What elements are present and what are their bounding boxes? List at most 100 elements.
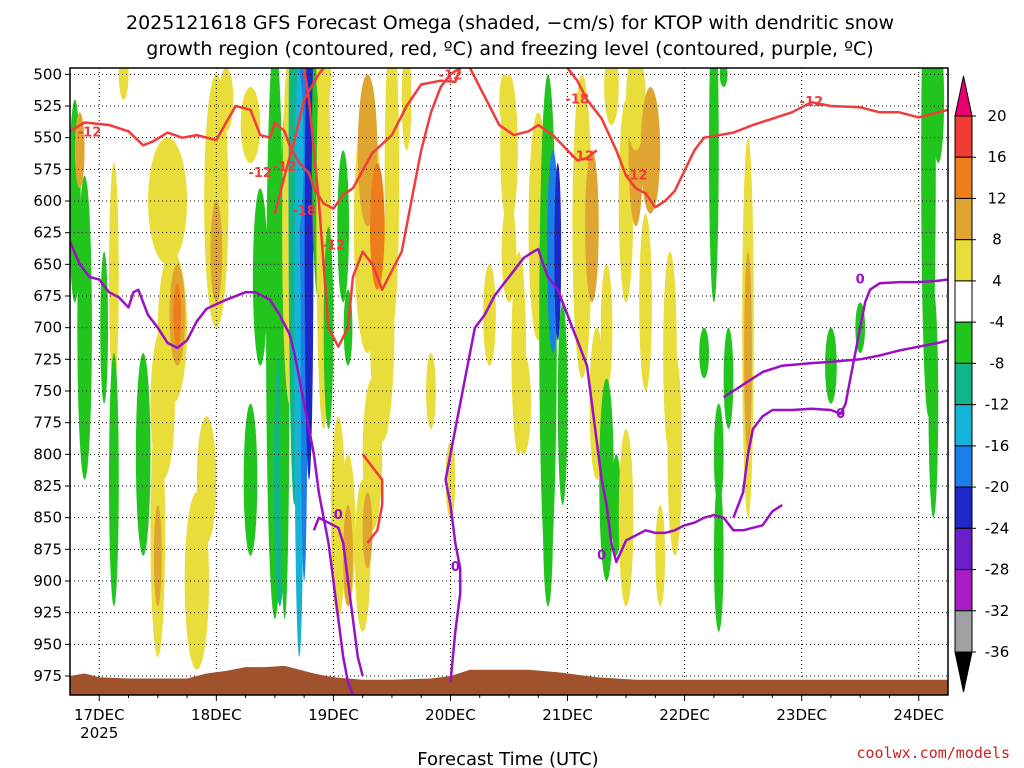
omega-shade [153, 505, 162, 607]
colorbar-label: 12 [987, 189, 1006, 207]
y-tick-label: 775 [33, 414, 62, 432]
y-tick-label: 500 [33, 65, 62, 83]
omega-shade [723, 327, 734, 430]
colorbar-swatch [954, 404, 973, 447]
contour-label-dendritic: -12 [624, 169, 648, 184]
omega-shade [240, 87, 261, 163]
contour-dendritic-line [302, 68, 461, 348]
chart-title-line-1: 2025121618 GFS Forecast Omega (shaded, −… [126, 12, 894, 34]
y-tick-label: 550 [33, 129, 62, 147]
omega-shade [639, 213, 652, 391]
colorbar-label: -4 [990, 313, 1005, 331]
colorbar-swatch [954, 280, 973, 323]
omega-shade [337, 150, 350, 303]
omega-shade [109, 163, 119, 391]
omega-shade [173, 283, 182, 347]
contour-label-dendritic: -12 [78, 126, 102, 141]
colorbar-swatch [954, 321, 973, 364]
contour-label-dendritic: -12 [570, 150, 594, 165]
omega-shade [699, 327, 709, 379]
y-tick-label: 750 [33, 382, 62, 400]
omega-shade [626, 68, 646, 151]
y-tick-label: 600 [33, 192, 62, 210]
contour-label-dendritic: -12 [248, 166, 272, 181]
terrain [70, 665, 948, 695]
omega-shade [109, 353, 119, 607]
contour-dendritic-line [273, 68, 325, 215]
omega-shade [585, 150, 599, 303]
y-tick-label: 675 [33, 287, 62, 305]
x-tick-label: 21DEC [542, 706, 593, 724]
omega-shade [369, 163, 385, 290]
y-tick-label: 625 [33, 224, 62, 242]
omega-shade [604, 68, 619, 125]
omega-shade [928, 289, 939, 518]
omega-shade [210, 201, 223, 303]
omega-shade [77, 175, 92, 480]
x-tick-label: 22DEC [659, 706, 710, 724]
x-tick-label: 23DEC [776, 706, 827, 724]
contour-label-dendritic: -12 [322, 238, 346, 253]
colorbar-swatch [954, 569, 973, 612]
omega-shade [744, 251, 752, 455]
colorbar-swatch [954, 115, 973, 158]
y-tick-label: 900 [33, 572, 62, 590]
y-tick-label: 525 [33, 97, 62, 115]
omega-shade [572, 74, 592, 379]
colorbar-swatch [954, 362, 973, 406]
colorbar-swatch [954, 156, 973, 199]
omega-shade [150, 327, 175, 480]
x-tick-label: 20DEC [425, 706, 476, 724]
contour-dendritic-line [566, 68, 948, 209]
omega-shade [825, 327, 837, 404]
contour-freezing-line [70, 241, 355, 695]
x-axis-label: Forecast Time (UTC) [417, 749, 598, 768]
omega-shade [118, 68, 129, 100]
contour-label-freezing: 0 [836, 407, 845, 422]
y-tick-label: 975 [33, 667, 62, 685]
colorbar-label: -8 [990, 354, 1005, 372]
colorbar-top-arrow [954, 75, 973, 117]
colorbar-label: 4 [992, 272, 1002, 290]
x-tick-label: 24DEC [893, 706, 944, 724]
y-tick-label: 575 [33, 160, 62, 178]
y-axis: 500 525 550 575 600 625 650 675 700 725 750 775 800 8… [33, 65, 70, 685]
y-tick-label: 850 [33, 509, 62, 527]
chart-title-line-2: growth region (contoured, red, ºC) and f… [146, 38, 873, 60]
omega-shade [501, 201, 517, 303]
contour-freezing-line [722, 339, 948, 399]
contour-label-dendritic: -18 [566, 93, 590, 108]
contour-dendritic-line [361, 453, 384, 544]
y-tick-label: 950 [33, 635, 62, 653]
omega-shade [516, 353, 531, 455]
colorbar-label: -24 [985, 519, 1010, 537]
contour-freezing-line [312, 516, 364, 677]
contour-label-freezing: 0 [334, 508, 343, 523]
y-tick-label: 825 [33, 477, 62, 495]
omega-shade [252, 188, 268, 366]
omega-shade [401, 68, 412, 151]
y-tick-label: 925 [33, 604, 62, 622]
colorbar-label: 16 [987, 148, 1006, 166]
omega-shade [655, 505, 666, 607]
colorbar-label: 20 [987, 107, 1006, 125]
omega-shading [70, 68, 945, 670]
omega-shade [148, 137, 188, 265]
colorbar-swatch [954, 445, 973, 488]
y-tick-label: 725 [33, 350, 62, 368]
y-tick-label: 650 [33, 255, 62, 273]
colorbar-label: -12 [985, 396, 1010, 414]
omega-shade [557, 302, 568, 505]
contour-label-dendritic: -12 [273, 160, 297, 175]
omega-shade [543, 454, 553, 607]
omega-shade [196, 416, 217, 543]
omega-shade [483, 264, 496, 366]
contour-label-freezing: 0 [856, 273, 865, 288]
colorbar-label: -36 [985, 643, 1010, 661]
credit-link[interactable]: coolwx.com/models [856, 744, 1010, 762]
contour-freezing-line [444, 247, 783, 683]
